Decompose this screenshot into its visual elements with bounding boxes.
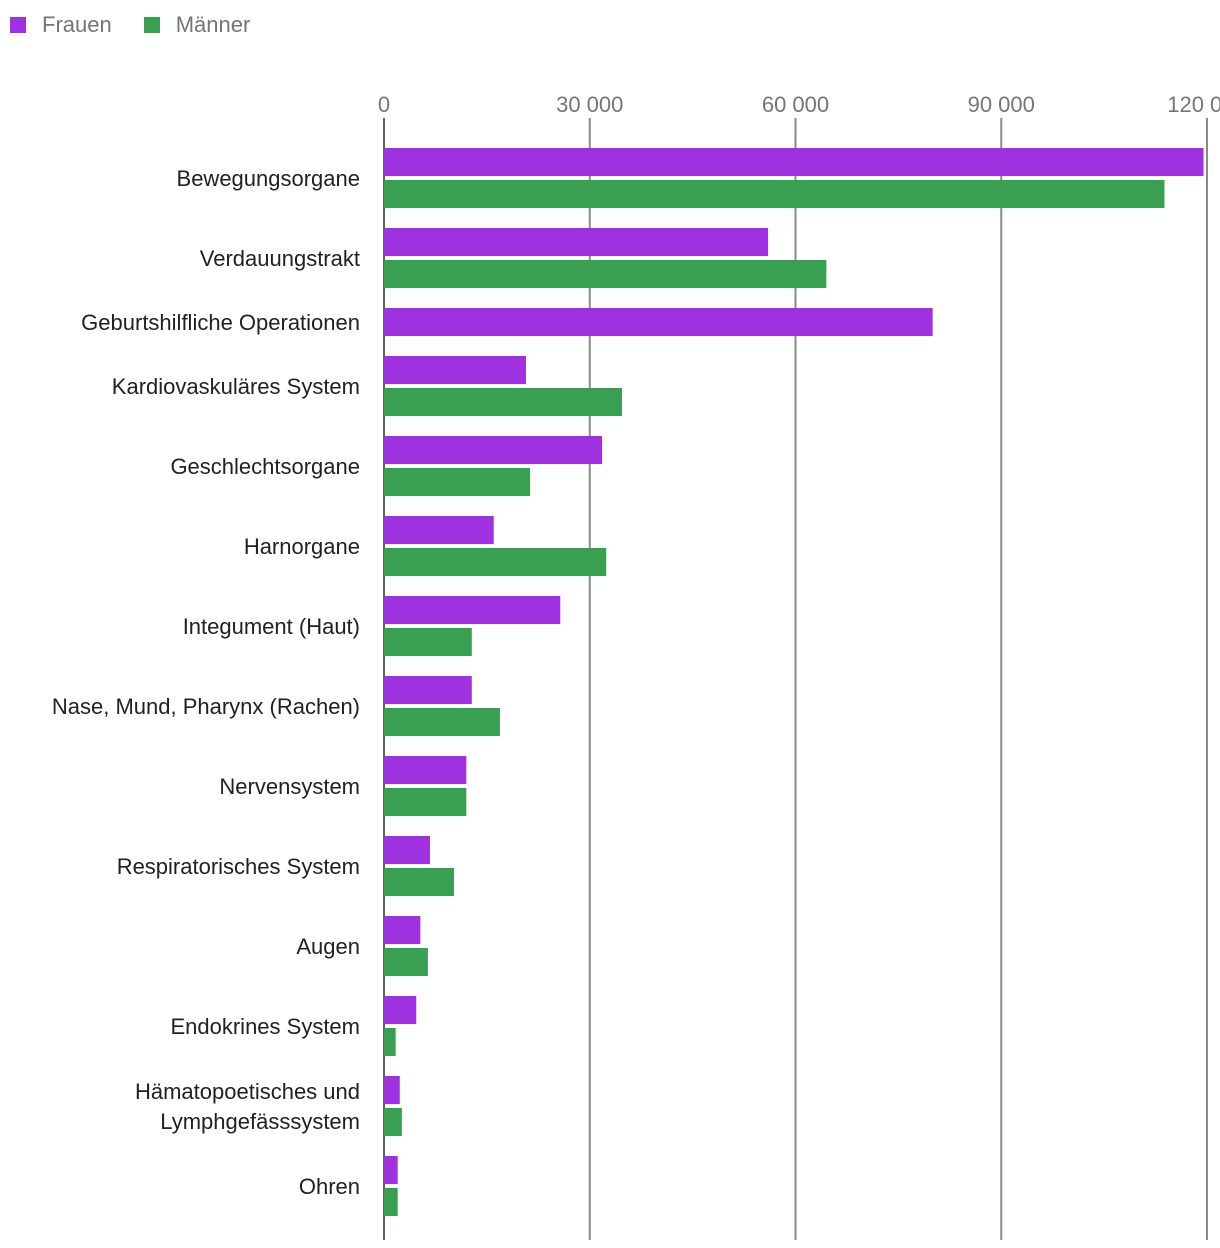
category-label: Geburtshilfliche Operationen	[81, 310, 360, 335]
category-label: Harnorgane	[244, 534, 360, 559]
legend-item-frauen[interactable]: Frauen	[10, 12, 112, 38]
bar-frauen-augen[interactable]	[384, 916, 421, 944]
category-label: Augen	[296, 934, 360, 959]
category-label: Geschlechtsorgane	[170, 454, 360, 479]
legend-swatch-frauen	[10, 17, 26, 33]
category-label: Respiratorisches System	[117, 854, 360, 879]
category-label: Integument (Haut)	[183, 614, 360, 639]
category-label: Nervensystem	[219, 774, 360, 799]
bar-m-nner-ohren[interactable]	[384, 1188, 398, 1216]
bar-frauen-h-matopoetisches-und-lymphgef-sssystem[interactable]	[384, 1076, 400, 1104]
bar-m-nner-augen[interactable]	[384, 948, 428, 976]
bar-frauen-integument-haut[interactable]	[384, 596, 561, 624]
x-tick-label: 90 000	[968, 92, 1035, 117]
x-tick-label: 0	[378, 92, 390, 117]
x-tick-label: 120 000	[1167, 92, 1220, 117]
x-axis-ticks: 0 30 000 60 000 90 000 120 000	[378, 92, 1220, 117]
category-label: Lymphgefässsystem	[160, 1109, 360, 1134]
bar-frauen-geburtshilfliche-operationen[interactable]	[384, 308, 933, 336]
bar-frauen-kardiovaskul-res-system[interactable]	[384, 356, 526, 384]
bars	[384, 148, 1204, 1216]
bar-m-nner-kardiovaskul-res-system[interactable]	[384, 388, 622, 416]
bar-m-nner-nervensystem[interactable]	[384, 788, 467, 816]
bar-m-nner-verdauungstrakt[interactable]	[384, 260, 827, 288]
category-label: Ohren	[299, 1174, 360, 1199]
category-label: Endokrines System	[170, 1014, 360, 1039]
bar-m-nner-endokrines-system[interactable]	[384, 1028, 396, 1056]
bar-frauen-geschlechtsorgane[interactable]	[384, 436, 603, 464]
bar-m-nner-h-matopoetisches-und-lymphgef-sssystem[interactable]	[384, 1108, 402, 1136]
bar-m-nner-harnorgane[interactable]	[384, 548, 607, 576]
bar-m-nner-nase-mund-pharynx-rachen[interactable]	[384, 708, 500, 736]
bar-frauen-nase-mund-pharynx-rachen[interactable]	[384, 676, 472, 704]
category-label: Bewegungsorgane	[177, 166, 360, 191]
category-labels: Bewegungsorgane Verdauungstrakt Geburtshil…	[52, 166, 360, 1199]
x-tick-label: 60 000	[762, 92, 829, 117]
bar-frauen-bewegungsorgane[interactable]	[384, 148, 1204, 176]
bar-m-nner-integument-haut[interactable]	[384, 628, 472, 656]
legend-item-maenner[interactable]: Männer	[143, 12, 251, 38]
category-label: Verdauungstrakt	[200, 246, 360, 271]
bar-frauen-verdauungstrakt[interactable]	[384, 228, 769, 256]
bar-frauen-endokrines-system[interactable]	[384, 996, 417, 1024]
category-label: Nase, Mund, Pharynx (Rachen)	[52, 694, 360, 719]
bar-frauen-harnorgane[interactable]	[384, 516, 494, 544]
legend-label-maenner: Männer	[175, 12, 251, 37]
x-tick-label: 30 000	[556, 92, 623, 117]
legend-swatch-maenner	[143, 17, 160, 33]
legend: Frauen Männer	[10, 12, 282, 38]
legend-label-frauen: Frauen	[42, 12, 112, 37]
bar-m-nner-geschlechtsorgane[interactable]	[384, 468, 531, 496]
bar-m-nner-bewegungsorgane[interactable]	[384, 180, 1165, 208]
bar-frauen-nervensystem[interactable]	[384, 756, 467, 784]
bar-frauen-ohren[interactable]	[384, 1156, 398, 1184]
bar-frauen-respiratorisches-system[interactable]	[384, 836, 430, 864]
category-label: Hämatopoetisches und	[135, 1079, 360, 1104]
category-label: Kardiovaskuläres System	[112, 374, 360, 399]
bar-m-nner-respiratorisches-system[interactable]	[384, 868, 454, 896]
